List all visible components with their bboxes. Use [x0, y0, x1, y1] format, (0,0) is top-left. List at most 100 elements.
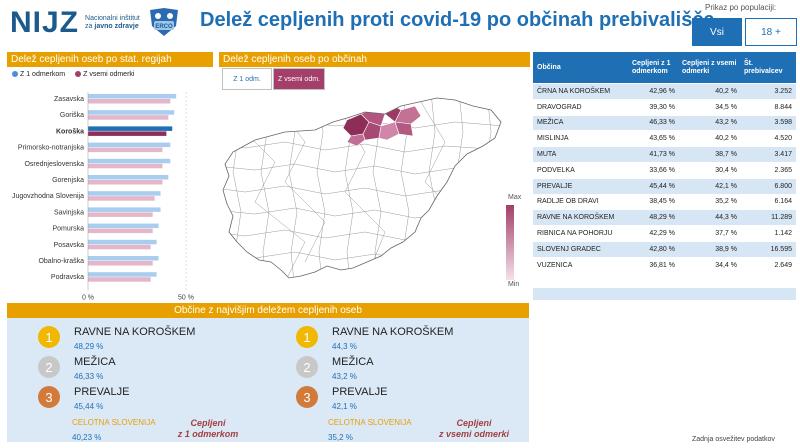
bar-all-doses[interactable]	[88, 244, 151, 250]
rank-item: 2 MEŽICA 43,2 %	[296, 356, 374, 381]
bar-all-doses[interactable]	[88, 115, 169, 120]
table-row[interactable]: RAVNE NA KOROŠKEM 48,29 % 44,3 % 11.289	[533, 210, 796, 227]
rank-item: 3 PREVALJE 42,1 %	[296, 386, 387, 411]
bar-all-doses[interactable]	[88, 212, 153, 217]
table-cell: 42,80 %	[649, 245, 675, 253]
regions-bar-chart: Zasavska Goriška Koroška Primorsko-notranjs…	[12, 92, 194, 300]
slovenia-municipality-map[interactable]	[215, 92, 505, 292]
table-cell: 34,4 %	[715, 261, 737, 269]
table-cell: VUZENICA	[537, 261, 573, 269]
bar-all-doses[interactable]	[88, 163, 163, 169]
bar-first-dose[interactable]	[88, 191, 161, 196]
map-toggle-all-doses[interactable]: Z vsemi odm.	[273, 68, 325, 90]
rank-medal-icon: 1	[38, 326, 60, 348]
x-tick-label: 50 %	[178, 294, 194, 300]
erco-badge-icon: ERCO	[150, 8, 178, 36]
table-cell: 11.289	[771, 214, 792, 222]
bar-first-dose[interactable]	[88, 239, 157, 245]
first-dose-note: Cepljeni z 1 odmerkom	[177, 418, 239, 439]
column-header[interactable]: Cepljeni z vsemi odmerki	[682, 59, 737, 75]
bar-first-dose[interactable]	[88, 272, 157, 277]
table-cell: 46,33 %	[649, 119, 675, 127]
bar-first-dose[interactable]	[88, 256, 159, 261]
map-scale-min-label: Min	[508, 281, 520, 288]
table-cell: 1.142	[774, 230, 792, 238]
municipality-table: Občina Cepljeni z 1 odmerkom Cepljeni z …	[533, 52, 796, 274]
table-row[interactable]: MEŽICA 46,33 % 43,2 % 3.598	[533, 115, 796, 132]
table-row[interactable]: ČRNA NA KOROŠKEM 42,96 % 40,2 % 3.252	[533, 84, 796, 100]
logo-text: NIJZ	[10, 6, 80, 39]
rank-medal-icon: 2	[296, 356, 318, 378]
rank-municipality: RAVNE NA KOROŠKEM	[74, 326, 196, 338]
table-cell: 34,5 %	[715, 103, 737, 111]
bar-first-dose[interactable]	[88, 158, 171, 164]
bar-first-dose[interactable]	[88, 126, 173, 131]
map-toggle-first-dose[interactable]: Z 1 odm.	[222, 68, 272, 90]
rank-value: 43,2 %	[332, 372, 357, 381]
rank-municipality: PREVALJE	[74, 386, 130, 398]
table-cell: 6.164	[774, 198, 792, 206]
table-row[interactable]: PODVELKA 33,66 % 30,4 % 2.365	[533, 162, 796, 179]
table-cell: 3.252	[774, 87, 792, 95]
bar-first-dose[interactable]	[88, 110, 175, 115]
region-label: Primorsko-notranjska	[18, 145, 84, 152]
bar-first-dose[interactable]	[88, 94, 177, 99]
table-cell: 43,2 %	[715, 119, 737, 127]
region-label: Podravska	[51, 274, 84, 281]
legend-item-first-dose[interactable]: Z 1 odmerkom	[12, 71, 65, 78]
column-header[interactable]: Občina	[537, 64, 561, 71]
region-label: Pomurska	[52, 226, 84, 233]
table-row[interactable]: VUZENICA 36,81 % 34,4 % 2.649	[533, 257, 796, 274]
bar-all-doses[interactable]	[88, 99, 171, 104]
column-header[interactable]: Cepljeni z 1 odmerkom	[632, 59, 671, 75]
last-refresh-note: Zadnja osvežitev podatkov	[692, 436, 775, 443]
rank-value: 48,29 %	[74, 342, 104, 351]
top-panel-title: Občine z najvišjim deležem cepljenih ose…	[7, 303, 529, 318]
total-slovenia-first-dose: 40,23 %	[72, 433, 102, 442]
table-row[interactable]: PREVALJE 45,44 % 42,1 % 6.800	[533, 178, 796, 195]
rank-medal-icon: 3	[296, 386, 318, 408]
bar-all-doses[interactable]	[88, 228, 153, 234]
logo-subtitle: Nacionalni inštitut za javno zdravje	[85, 15, 140, 30]
population-all-button[interactable]: Vsi	[692, 18, 742, 46]
table-cell: 2.365	[774, 166, 792, 174]
bar-all-doses[interactable]	[88, 131, 167, 136]
rank-municipality: PREVALJE	[332, 386, 388, 398]
region-label: Obalno-kraška	[38, 258, 84, 265]
bar-all-doses[interactable]	[88, 261, 153, 266]
map-panel-title: Delež cepljenih oseb po občinah	[219, 52, 530, 67]
legend-item-all-doses[interactable]: Z vsemi odmerki	[75, 71, 134, 78]
bar-first-dose[interactable]	[88, 207, 161, 212]
bar-first-dose[interactable]	[88, 175, 169, 180]
population-adult-button[interactable]: 18 +	[745, 18, 797, 46]
table-row[interactable]: RIBNICA NA POHORJU 42,29 % 37,7 % 1.142	[533, 226, 796, 242]
bar-all-doses[interactable]	[88, 180, 163, 185]
bar-all-doses[interactable]	[88, 277, 151, 282]
table-cell: 30,4 %	[715, 166, 737, 174]
rank-value: 46,33 %	[74, 372, 104, 381]
table-cell: PREVALJE	[537, 182, 573, 190]
table-cell: 45,44 %	[649, 182, 675, 190]
bar-first-dose[interactable]	[88, 142, 171, 148]
table-row[interactable]: SLOVENJ GRADEC 42,80 % 38,9 % 16.595	[533, 241, 796, 258]
table-row[interactable]: RADLJE OB DRAVI 38,45 % 35,2 % 6.164	[533, 194, 796, 211]
column-header[interactable]: Št. prebivalcev	[744, 59, 783, 75]
total-slovenia-all-doses: 35,2 %	[328, 433, 353, 442]
table-cell: MUTA	[537, 151, 557, 159]
table-header-row: Občina Cepljeni z 1 odmerkom Cepljeni z …	[533, 52, 796, 84]
legend-dot-icon	[75, 71, 82, 78]
bar-all-doses[interactable]	[88, 196, 155, 201]
rank-medal-icon: 1	[296, 326, 318, 348]
bar-all-doses[interactable]	[88, 147, 163, 153]
rank-municipality: MEŽICA	[332, 356, 374, 368]
table-cell: RAVNE NA KOROŠKEM	[537, 214, 615, 222]
all-doses-note: Cepljeni z vsemi odmerki	[438, 418, 510, 439]
table-row[interactable]: MISLINJA 43,65 % 40,2 % 4.520	[533, 131, 796, 148]
bar-first-dose[interactable]	[88, 223, 159, 229]
table-row[interactable]: MUTA 41,73 % 38,7 % 3.417	[533, 147, 796, 163]
table-cell: RADLJE OB DRAVI	[537, 198, 599, 206]
table-row[interactable]: DRAVOGRAD 39,30 % 34,5 % 8.844	[533, 99, 796, 116]
map-color-scale	[506, 205, 514, 280]
region-label: Savinjska	[54, 209, 84, 216]
table-scroll-area	[533, 288, 796, 300]
